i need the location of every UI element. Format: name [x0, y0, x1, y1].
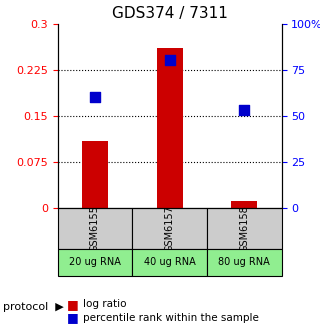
Title: GDS374 / 7311: GDS374 / 7311 [112, 6, 228, 21]
Bar [231, 201, 257, 208]
FancyBboxPatch shape [58, 208, 132, 249]
FancyBboxPatch shape [207, 208, 282, 249]
Bar [156, 48, 183, 208]
Text: log ratio: log ratio [83, 299, 127, 309]
Bar [82, 140, 108, 208]
Text: percentile rank within the sample: percentile rank within the sample [83, 312, 259, 323]
Text: ■: ■ [67, 311, 79, 324]
Text: 20 ug RNA: 20 ug RNA [69, 257, 121, 267]
Point [167, 58, 172, 63]
Text: GSM6157: GSM6157 [164, 205, 175, 252]
Text: 40 ug RNA: 40 ug RNA [144, 257, 196, 267]
Text: GSM6155: GSM6155 [90, 205, 100, 252]
FancyBboxPatch shape [132, 249, 207, 276]
Point [242, 108, 247, 113]
FancyBboxPatch shape [207, 249, 282, 276]
FancyBboxPatch shape [58, 249, 132, 276]
Text: 80 ug RNA: 80 ug RNA [218, 257, 270, 267]
Text: ■: ■ [67, 298, 79, 310]
Text: protocol  ▶: protocol ▶ [3, 302, 64, 312]
Point [92, 95, 98, 100]
FancyBboxPatch shape [132, 208, 207, 249]
Text: GSM6158: GSM6158 [239, 205, 249, 252]
